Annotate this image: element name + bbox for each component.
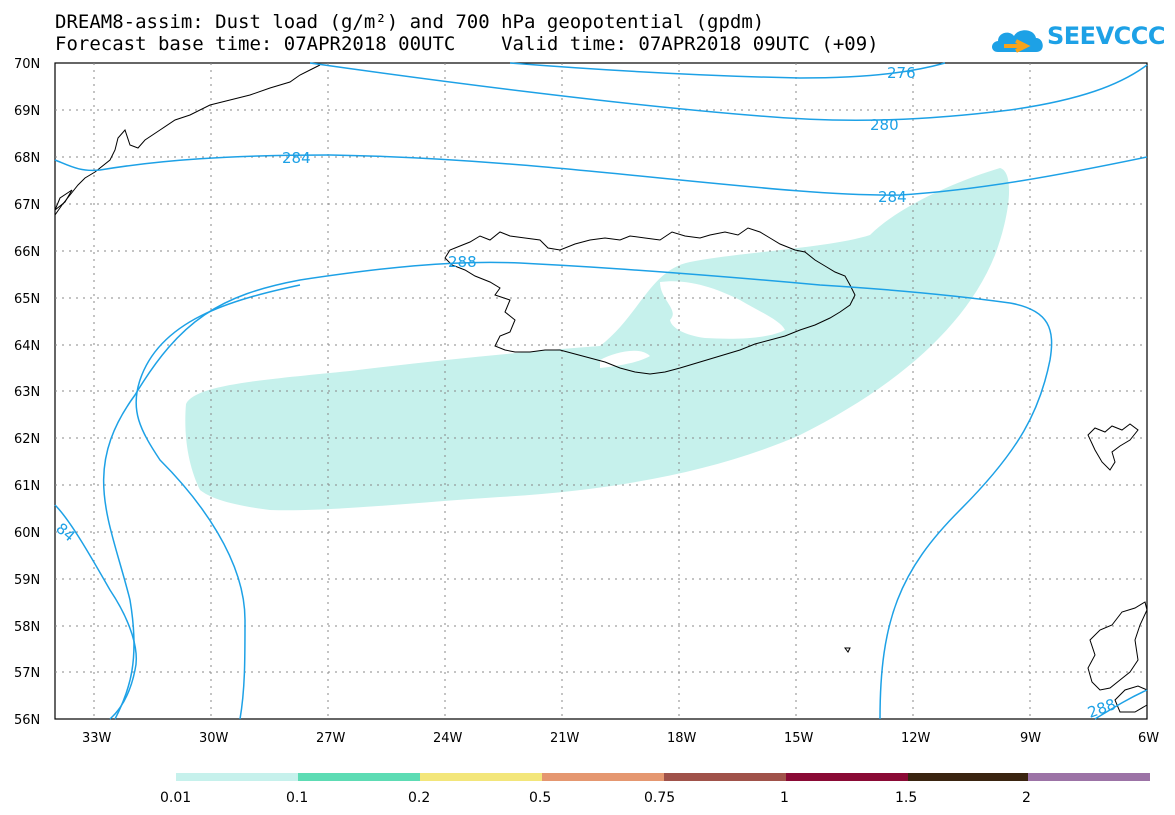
colorbar-segment [298, 773, 420, 781]
colorbar-label: 0.1 [286, 790, 308, 806]
dust-area [185, 168, 1010, 511]
colorbar-segment [542, 773, 664, 781]
lon-label: 30W [199, 731, 229, 746]
lon-label: 33W [82, 731, 112, 746]
colorbar [176, 773, 1150, 781]
lat-label: 67N [14, 198, 40, 213]
colorbar-label: 2 [1022, 790, 1031, 806]
lat-label: 69N [14, 104, 40, 119]
latitude-labels: 70N 69N 68N 67N 66N 65N 64N 63N 62N 61N … [14, 57, 40, 728]
clear-patch [660, 281, 785, 339]
contour-label: 280 [870, 116, 899, 134]
colorbar-label: 1.5 [895, 790, 917, 806]
map-subtitle: Forecast base time: 07APR2018 00UTC Vali… [55, 33, 879, 55]
map-title: DREAM8-assim: Dust load (g/m²) and 700 h… [55, 11, 765, 33]
contour-label: 288 [1085, 695, 1118, 722]
lon-label: 15W [784, 731, 814, 746]
colorbar-segment [786, 773, 908, 781]
lat-label: 62N [14, 432, 40, 447]
lat-label: 64N [14, 339, 40, 354]
lon-label: 12W [901, 731, 931, 746]
geopotential-contours [54, 62, 1148, 720]
contour-label: 288 [448, 253, 477, 271]
lat-label: 68N [14, 151, 40, 166]
colorbar-label: 0.5 [529, 790, 551, 806]
lon-gridlines [93, 63, 1031, 719]
coastline [54, 64, 1148, 713]
lat-label: 66N [14, 245, 40, 260]
lon-label: 9W [1020, 731, 1041, 746]
colorbar-label: 1 [780, 790, 789, 806]
colorbar-segment [664, 773, 786, 781]
cloud-icon [992, 30, 1043, 53]
colorbar-segment [176, 773, 298, 781]
lat-label: 63N [14, 385, 40, 400]
lon-label: 24W [433, 731, 463, 746]
contour-label: 84 [52, 519, 78, 545]
lon-label: 27W [316, 731, 346, 746]
lat-label: 57N [14, 666, 40, 681]
colorbar-segment [420, 773, 542, 781]
lon-label: 6W [1138, 731, 1159, 746]
lat-label: 58N [14, 620, 40, 635]
colorbar-label: 0.75 [644, 790, 675, 806]
lat-label: 59N [14, 573, 40, 588]
lat-label: 70N [14, 57, 40, 72]
contour-label: 284 [282, 149, 311, 167]
lat-label: 56N [14, 713, 40, 728]
colorbar-label: 0.01 [160, 790, 191, 806]
contour-label: 276 [887, 64, 916, 82]
colorbar-labels: 0.01 0.1 0.2 0.5 0.75 1 1.5 2 [160, 790, 1031, 806]
lon-label: 21W [550, 731, 580, 746]
colorbar-label: 0.2 [408, 790, 430, 806]
lat-label: 61N [14, 479, 40, 494]
colorbar-segment [908, 773, 1028, 781]
clear-patch [600, 350, 650, 368]
logo-text: SEEVCCC [1047, 22, 1166, 50]
longitude-labels: 33W 30W 27W 24W 21W 18W 15W 12W 9W 6W [82, 731, 1159, 746]
contour-label: 284 [878, 188, 907, 206]
lon-label: 18W [667, 731, 697, 746]
colorbar-segment [1028, 773, 1150, 781]
lat-label: 60N [14, 526, 40, 541]
lat-label: 65N [14, 292, 40, 307]
